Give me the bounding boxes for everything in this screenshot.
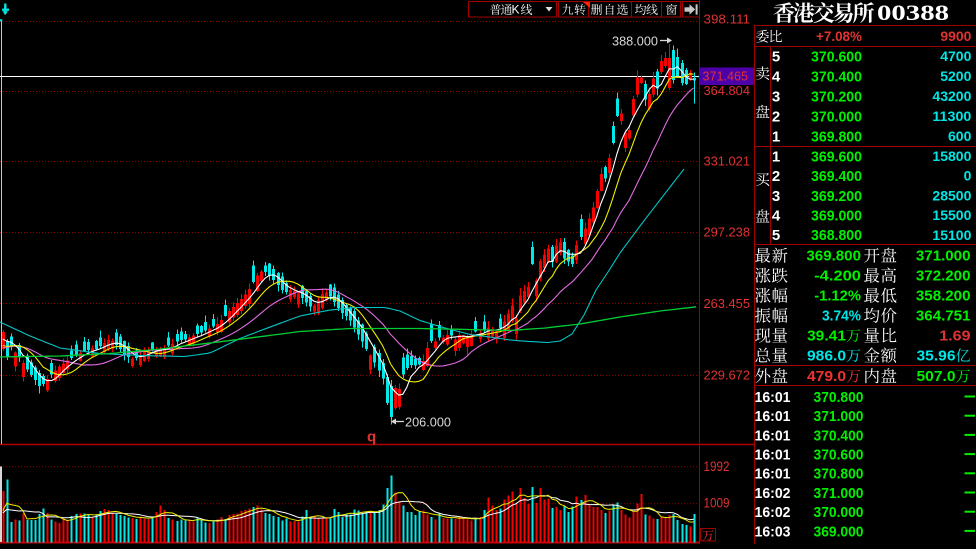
svg-text:229.672: 229.672 [704,368,751,383]
svg-text:371.000: 371.000 [814,408,864,425]
svg-text:1992: 1992 [704,459,730,474]
svg-text:2: 2 [772,108,780,125]
svg-text:35.96: 35.96 [917,347,956,364]
svg-text:3: 3 [772,88,780,105]
svg-text:16:01: 16:01 [755,447,791,464]
svg-text:371.465: 371.465 [703,69,749,84]
svg-text:369.600: 369.600 [811,148,862,165]
svg-text:2: 2 [772,168,780,185]
svg-text:479.0: 479.0 [807,368,846,385]
svg-text:370.200: 370.200 [811,88,862,105]
svg-text:369.200: 369.200 [811,188,862,205]
svg-text:986.0: 986.0 [807,347,846,364]
svg-text:369.000: 369.000 [814,523,864,540]
svg-text:11300: 11300 [932,108,971,124]
svg-text:5: 5 [772,227,780,244]
svg-text:600: 600 [948,128,972,144]
svg-text:00388: 00388 [877,0,949,25]
svg-text:15100: 15100 [932,227,971,243]
svg-text:370.000: 370.000 [814,504,864,521]
svg-text:3: 3 [772,188,780,205]
svg-text:398.111: 398.111 [704,12,751,27]
svg-text:364.751: 364.751 [916,307,971,324]
svg-text:370.800: 370.800 [814,389,864,406]
svg-text:370.600: 370.600 [814,447,864,464]
svg-text:388.000: 388.000 [612,34,658,49]
svg-text:369.000: 369.000 [811,208,862,225]
svg-text:368.800: 368.800 [811,227,862,244]
svg-text:16:02: 16:02 [755,504,791,521]
svg-text:370.000: 370.000 [811,108,862,125]
svg-text:507.0: 507.0 [917,368,956,385]
svg-text:1: 1 [772,148,780,165]
svg-text:16:01: 16:01 [755,408,791,425]
svg-text:1.69: 1.69 [939,327,970,344]
svg-text:0: 0 [964,168,972,184]
svg-text:16:01: 16:01 [755,427,791,444]
svg-text:372.200: 372.200 [916,267,971,284]
svg-text:43200: 43200 [932,88,971,104]
svg-text:q: q [367,428,376,445]
svg-text:370.600: 370.600 [811,48,862,65]
svg-text:3.74%: 3.74% [822,307,861,324]
svg-text:5: 5 [772,48,780,65]
svg-text:297.238: 297.238 [704,225,751,240]
svg-text:4: 4 [772,68,781,85]
svg-text:-4.200: -4.200 [814,267,861,284]
svg-text:371.000: 371.000 [814,485,864,502]
svg-text:206.000: 206.000 [405,415,451,430]
svg-text:369.400: 369.400 [811,168,862,185]
svg-text:16:01: 16:01 [755,466,791,483]
svg-text:16:02: 16:02 [755,485,791,502]
svg-text:39.41: 39.41 [807,327,846,344]
svg-text:+7.08%: +7.08% [816,28,863,44]
svg-text:15500: 15500 [932,207,971,223]
svg-text:370.800: 370.800 [814,466,864,483]
svg-text:15800: 15800 [932,148,971,164]
svg-text:1009: 1009 [704,496,730,511]
svg-text:-1.12%: -1.12% [814,287,861,304]
svg-text:28500: 28500 [932,187,971,203]
svg-text:369.800: 369.800 [811,128,862,145]
svg-text:364.804: 364.804 [704,83,751,98]
svg-text:263.455: 263.455 [704,296,751,311]
svg-text:4: 4 [772,208,781,225]
svg-text:5200: 5200 [940,68,971,84]
svg-text:370.400: 370.400 [814,427,864,444]
svg-text:16:03: 16:03 [755,523,791,540]
svg-text:331.021: 331.021 [704,154,751,169]
svg-text:369.800: 369.800 [806,247,861,264]
svg-text:4700: 4700 [940,48,971,64]
svg-text:371.000: 371.000 [916,247,971,264]
svg-text:16:01: 16:01 [755,389,791,406]
svg-text:9900: 9900 [940,28,971,44]
svg-text:K: K [512,3,520,17]
svg-text:1: 1 [772,128,780,145]
svg-text:358.200: 358.200 [916,287,971,304]
svg-text:370.400: 370.400 [811,68,862,85]
